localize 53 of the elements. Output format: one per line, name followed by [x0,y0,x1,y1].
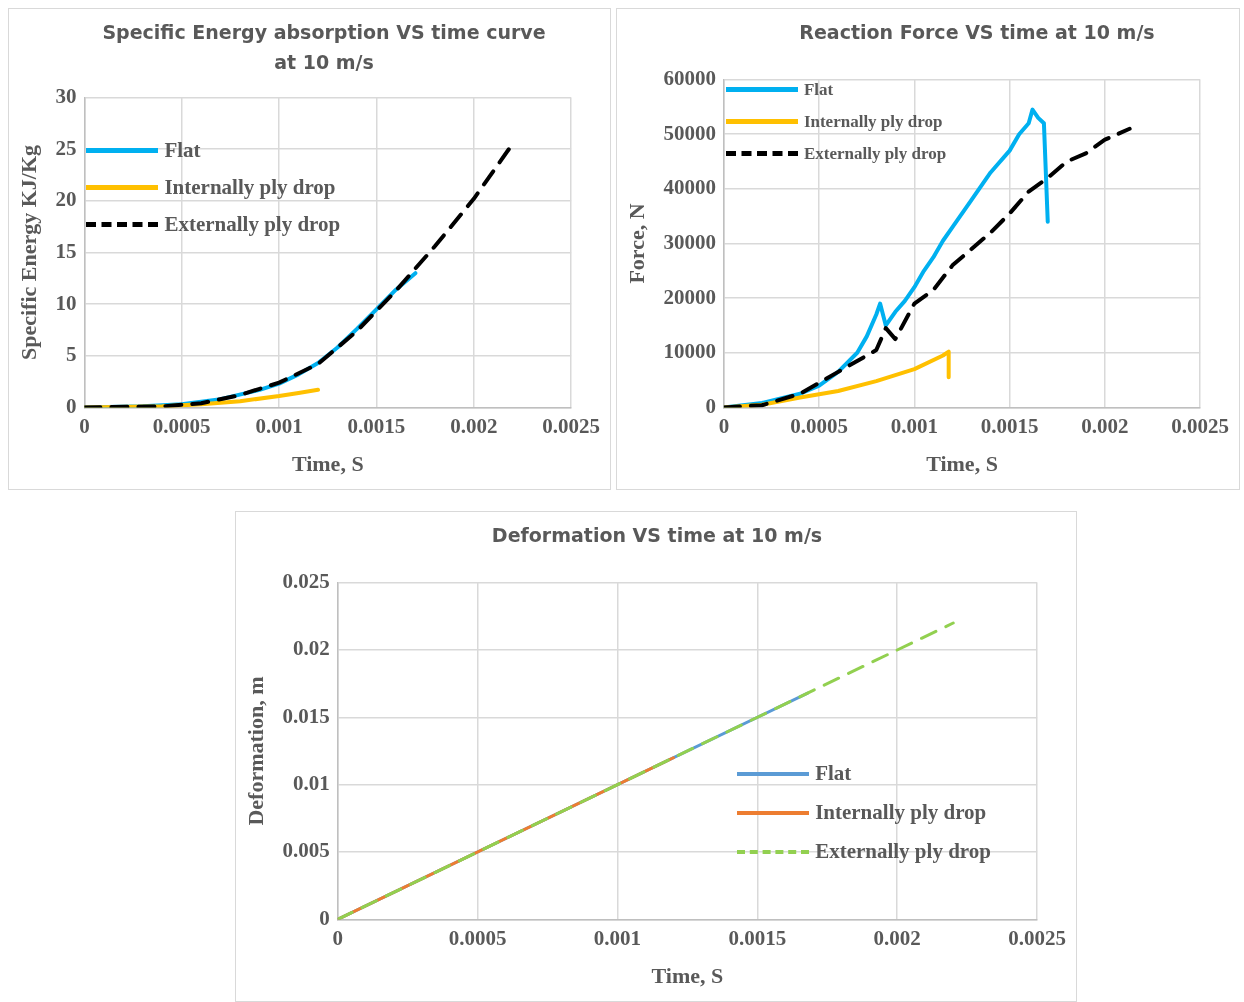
chart-title: Deformation VS time at 10 m/s [490,523,824,548]
y-tick-label: 60000 [663,66,716,91]
y-tick-label: 40000 [663,175,716,200]
x-axis-title: Time, S [651,963,724,989]
x-tick-label: 0.0025 [542,414,600,439]
legend-label: Externally ply drop [803,143,947,164]
x-tick-label: 0.0025 [1171,414,1229,439]
y-axis-title: Specific Energy KJ/Kg [15,144,41,361]
x-tick-label: 0.0005 [790,414,849,439]
y-tick-label: 0 [65,393,77,418]
x-tick-label: 0.001 [593,926,642,951]
y-tick-label: 25 [55,135,77,160]
x-tick-label: 0.002 [450,414,498,439]
x-tick-label: 0.0015 [728,926,787,951]
y-tick-label: 0.005 [282,838,330,863]
y-tick-label: 5 [65,342,77,367]
y-tick-label: 0.02 [292,636,330,661]
legend-label: Externally ply drop [815,839,991,864]
legend-label: Internally ply drop [803,111,943,132]
x-tick-label: 0.002 [1081,414,1129,439]
y-tick-label: 0.015 [282,703,330,728]
chart-title: Reaction Force VS time at 10 m/s [798,20,1156,45]
y-tick-label: 0 [705,393,716,418]
x-axis-title: Time, S [926,451,998,477]
x-tick-label: 0.0005 [152,414,211,439]
x-tick-label: 0.0015 [347,414,406,439]
chart-title: Specific Energy absorption VS time curve at 10 m/s [101,20,547,75]
x-tick-label: 0.0005 [448,926,507,951]
legend-label: Externally ply drop [164,211,341,237]
legend-label: Flat [815,761,852,786]
x-tick-label: 0.0015 [980,414,1039,439]
y-tick-label: 30 [55,84,77,109]
x-axis-title: Time, S [291,451,364,477]
x-tick-label: 0.0025 [1008,926,1066,951]
y-tick-label: 0.025 [282,569,330,594]
y-tick-label: 0.01 [292,771,330,796]
y-tick-label: 10000 [663,339,716,364]
y-tick-label: 20 [55,187,77,212]
y-tick-label: 15 [55,238,77,263]
y-tick-label: 0 [319,905,330,930]
legend-label: Internally ply drop [815,800,987,825]
y-tick-label: 50000 [663,120,716,145]
y-tick-label: 30000 [663,229,716,254]
x-tick-label: 0.001 [890,414,939,439]
x-tick-label: 0.001 [255,414,303,439]
y-axis-title: Deformation, m [242,676,268,826]
y-tick-label: 20000 [663,284,716,309]
y-axis-title: Force, N [623,203,649,284]
x-tick-label: 0.002 [873,926,921,951]
legend-label: Flat [164,137,201,163]
legend-label: Internally ply drop [164,174,336,200]
y-tick-label: 10 [55,290,77,315]
legend-label: Flat [803,79,834,100]
